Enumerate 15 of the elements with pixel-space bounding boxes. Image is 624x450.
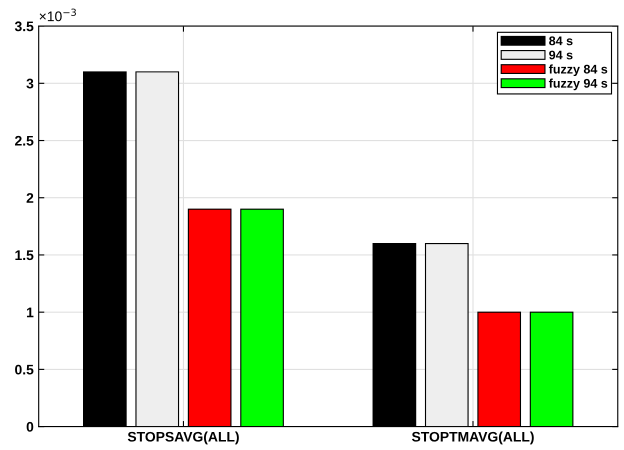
y-tick-label: 0.5 [15,364,34,375]
y-tick-label: 1 [26,308,34,318]
y-tick-label: 3.5 [14,21,34,32]
legend-label: fuzzy 84 s [548,64,608,76]
y-tick-label: 3 [26,78,34,89]
y-tick-label: 1.5 [15,250,34,260]
x-tick-label: STOPSAVG(ALL) [128,431,239,444]
x-tick-label: STOPTMAVG(ALL) [412,431,534,444]
legend-label: fuzzy 94 s [548,78,608,90]
y-tick-label: 0 [26,422,34,432]
legend-label: 94 s [549,50,573,60]
legend-label: 84 s [549,36,573,46]
text: ×10$^{−3}$ [40,8,76,22]
y-tick-label: 2 [26,193,34,203]
y-tick-label: 2.5 [15,136,34,146]
